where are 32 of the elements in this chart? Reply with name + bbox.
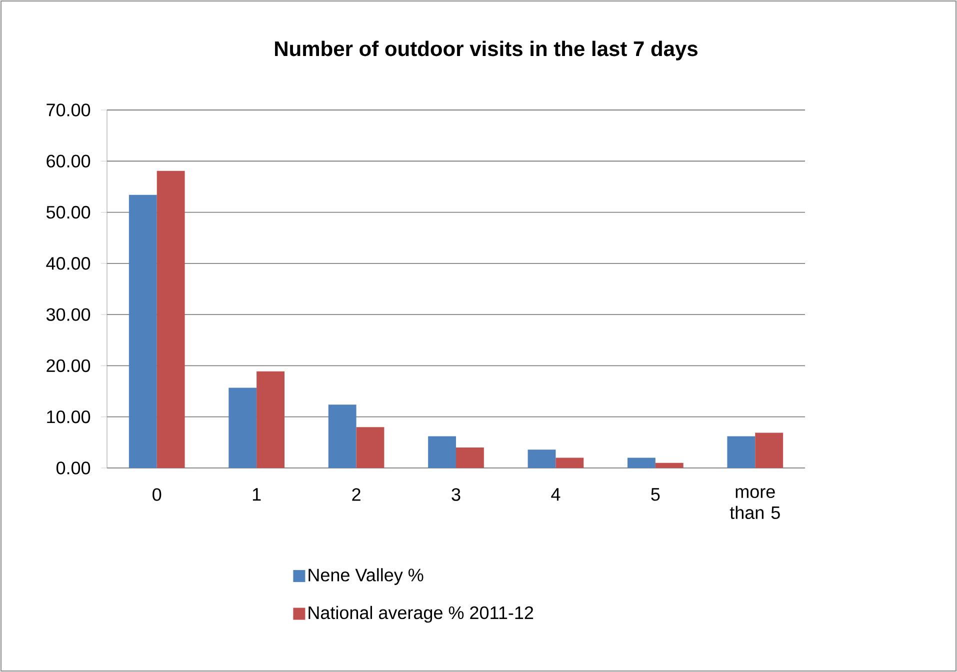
bar: [256, 371, 284, 468]
chart-title: Number of outdoor visits in the last 7 days: [275, 40, 698, 60]
bar: [727, 436, 756, 468]
legend-label: Nene Valley %: [308, 568, 424, 585]
bar: [628, 458, 656, 468]
y-tick-label: 70.00: [46, 104, 90, 116]
bar: [228, 388, 257, 468]
y-tick-label: 10.00: [47, 410, 90, 424]
x-tick-label: 1: [252, 488, 261, 501]
bar: [755, 432, 784, 468]
y-tick-label: 40.00: [46, 257, 90, 270]
bar: [655, 462, 684, 468]
bar: [428, 436, 456, 468]
bar: [356, 427, 384, 468]
x-tick-label: 2: [352, 488, 360, 501]
y-tick-label: 20.00: [46, 359, 90, 372]
legend-label: National average % 2011-12: [308, 606, 534, 623]
y-tick-label: 60.00: [46, 154, 90, 168]
y-tick-label: 30.00: [46, 308, 90, 321]
x-tick-label: 3: [452, 488, 460, 501]
x-tick-label: 5: [651, 488, 660, 501]
bar: [556, 458, 584, 468]
bar: [328, 404, 356, 468]
x-tick-label: 4: [551, 488, 560, 501]
x-tick-label: more than 5: [730, 488, 780, 520]
y-tick-label: 0.00: [56, 462, 90, 474]
x-tick-label: 0: [152, 488, 162, 501]
y-tick-label: 50.00: [46, 206, 90, 219]
bar: [528, 450, 556, 468]
bar: [456, 448, 484, 468]
bar: [128, 194, 157, 468]
bar: [156, 170, 185, 468]
